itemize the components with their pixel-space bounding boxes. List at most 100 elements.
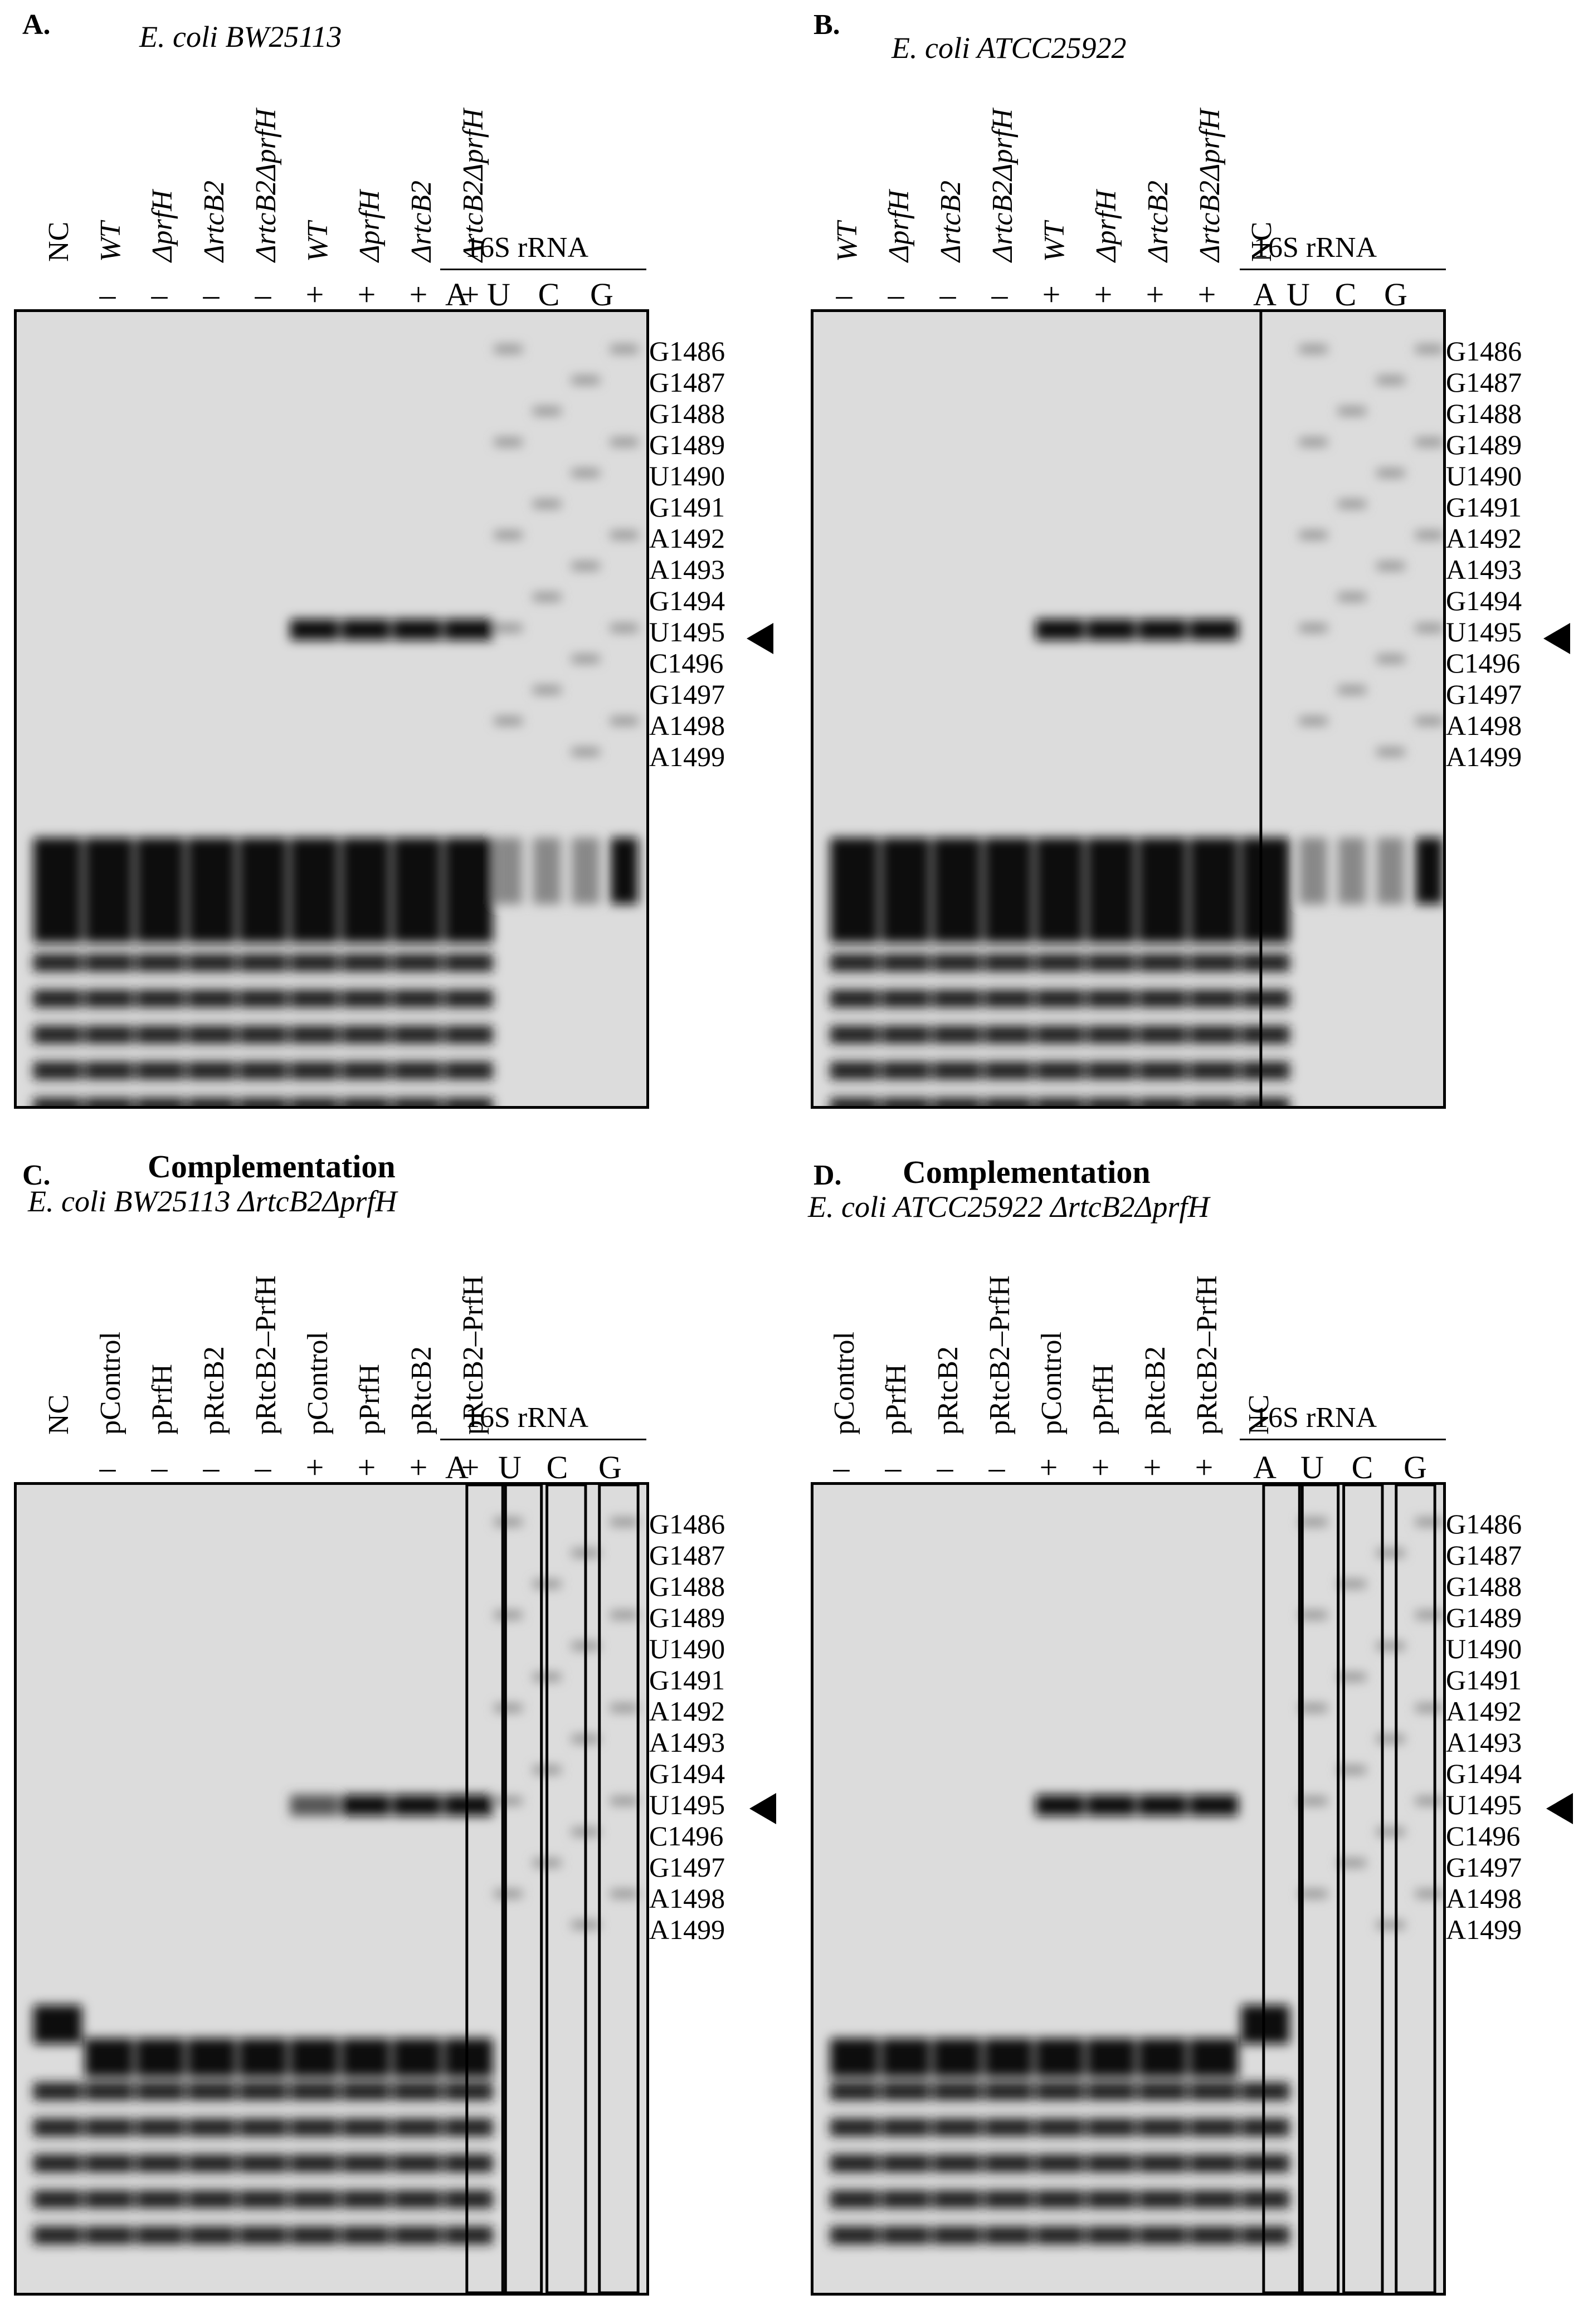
nucleotide-marker: A1499 [1446, 1914, 1522, 1945]
nucleotide-marker: A1499 [1446, 741, 1522, 772]
band-full-length [933, 2038, 982, 2077]
band-lower [1138, 990, 1187, 1008]
lane-label: ΔrtcB2 [406, 180, 437, 262]
band-cleavage [393, 619, 442, 640]
sequencing-lane-label: C [1351, 1449, 1373, 1485]
band-full-length [1087, 2038, 1136, 2077]
band-lower [341, 2190, 391, 2209]
band-full-length [341, 837, 391, 943]
band-lower [136, 990, 185, 1008]
nucleotide-marker: A1498 [649, 710, 725, 741]
strain-name: E. coli ATCC25922 ΔrtcB2ΔprfH [808, 1190, 1210, 1224]
band-sequencing [1415, 717, 1443, 725]
lane-sign: + [1039, 1449, 1058, 1485]
band-full-length [187, 837, 236, 943]
band-lower [136, 2118, 185, 2136]
band-full-length [1190, 837, 1239, 943]
band-lower [881, 1098, 931, 1106]
lane-label: ΔprfH [147, 190, 178, 262]
band-sequencing [1415, 1889, 1443, 1898]
sequencing-header: 16S rRNA [465, 1402, 589, 1434]
band-full-length [136, 2038, 185, 2077]
band-sequencing [1377, 376, 1405, 384]
band-lower [393, 953, 442, 972]
band-lower [33, 2082, 82, 2101]
lane-sign: + [409, 276, 428, 313]
band-lower [1190, 1098, 1239, 1106]
band-full-length [84, 837, 134, 943]
gel-bg [17, 312, 646, 1106]
band-lower [1035, 2226, 1084, 2244]
nucleotide-marker: C1496 [1446, 647, 1521, 679]
nucleotide-marker: A1493 [649, 1727, 725, 1758]
band-full-length [1190, 2038, 1239, 2077]
band-cleavage [393, 1795, 442, 1816]
band-full-length [984, 2038, 1033, 2077]
sequencing-strip [1342, 1485, 1384, 2293]
band-lower [290, 2118, 339, 2136]
band-lower [881, 2190, 931, 2209]
band-sequencing [1338, 593, 1366, 601]
lane-label: ΔprfH [883, 190, 915, 262]
nucleotide-marker: U1495 [1446, 1789, 1522, 1820]
band-lower [1138, 1026, 1187, 1044]
sequencing-lane-label: C [1334, 276, 1357, 313]
band-lower [84, 2190, 134, 2209]
gel-bands [33, 345, 639, 1106]
band-full-length [1035, 837, 1084, 943]
band-sequencing [1299, 1704, 1327, 1712]
band-sequencing [1299, 624, 1327, 632]
band-sequencing-full [1415, 837, 1443, 904]
band-sequencing [610, 1889, 639, 1898]
band-lower [187, 2226, 236, 2244]
band-lower [238, 1026, 288, 1044]
lane-sign: – [939, 276, 956, 313]
nucleotide-marker: G1491 [1446, 1664, 1522, 1696]
band-lower [830, 2154, 879, 2172]
band-lower [1087, 1098, 1136, 1106]
lane-sign: – [991, 276, 1008, 313]
band-sequencing [494, 1518, 522, 1526]
lane-sign: + [1143, 1449, 1162, 1485]
band-sequencing [1299, 531, 1327, 539]
band-lower [1190, 1061, 1239, 1080]
band-lower [84, 990, 134, 1008]
band-sequencing [1338, 1766, 1366, 1774]
band-lower [1190, 2118, 1239, 2136]
band-lower [187, 990, 236, 1008]
band-lower [1241, 2190, 1290, 2209]
band-lower [290, 1098, 339, 1106]
lane-sign: – [151, 276, 168, 313]
band-sequencing [1338, 1859, 1366, 1867]
nucleotide-marker: G1488 [1446, 398, 1522, 429]
nucleotide-marker: U1495 [649, 616, 725, 647]
band-lower [1241, 990, 1290, 1008]
band-lower [1035, 1098, 1084, 1106]
band-full-length [1087, 837, 1136, 943]
band-lower [1190, 990, 1239, 1008]
lane-sign: + [305, 1449, 324, 1485]
nucleotide-marker: A1493 [1446, 554, 1522, 585]
band-lower [984, 2226, 1033, 2244]
band-lower [1138, 2118, 1187, 2136]
lane-sign: – [888, 276, 904, 313]
sequencing-lane-label: G [1404, 1449, 1427, 1485]
lane-label: pPrfH [1088, 1363, 1119, 1435]
band-cleavage [341, 619, 391, 640]
band-lower [290, 953, 339, 972]
sequencing-lane-label: C [538, 276, 560, 313]
band-lower [933, 1098, 982, 1106]
band-lower [444, 1026, 493, 1044]
band-full-length [33, 837, 82, 943]
band-lower [984, 1061, 1033, 1080]
band-full-length [393, 837, 442, 943]
band-sequencing-full [533, 837, 561, 904]
sequencing-lane-label: U [1287, 276, 1310, 313]
band-lower [1035, 2154, 1084, 2172]
band-sequencing [494, 624, 522, 632]
band-lower [984, 2082, 1033, 2101]
band-lower [444, 2154, 493, 2172]
band-full-length [830, 2038, 879, 2077]
band-lower [238, 2226, 288, 2244]
sequencing-lane-label: C [546, 1449, 568, 1485]
